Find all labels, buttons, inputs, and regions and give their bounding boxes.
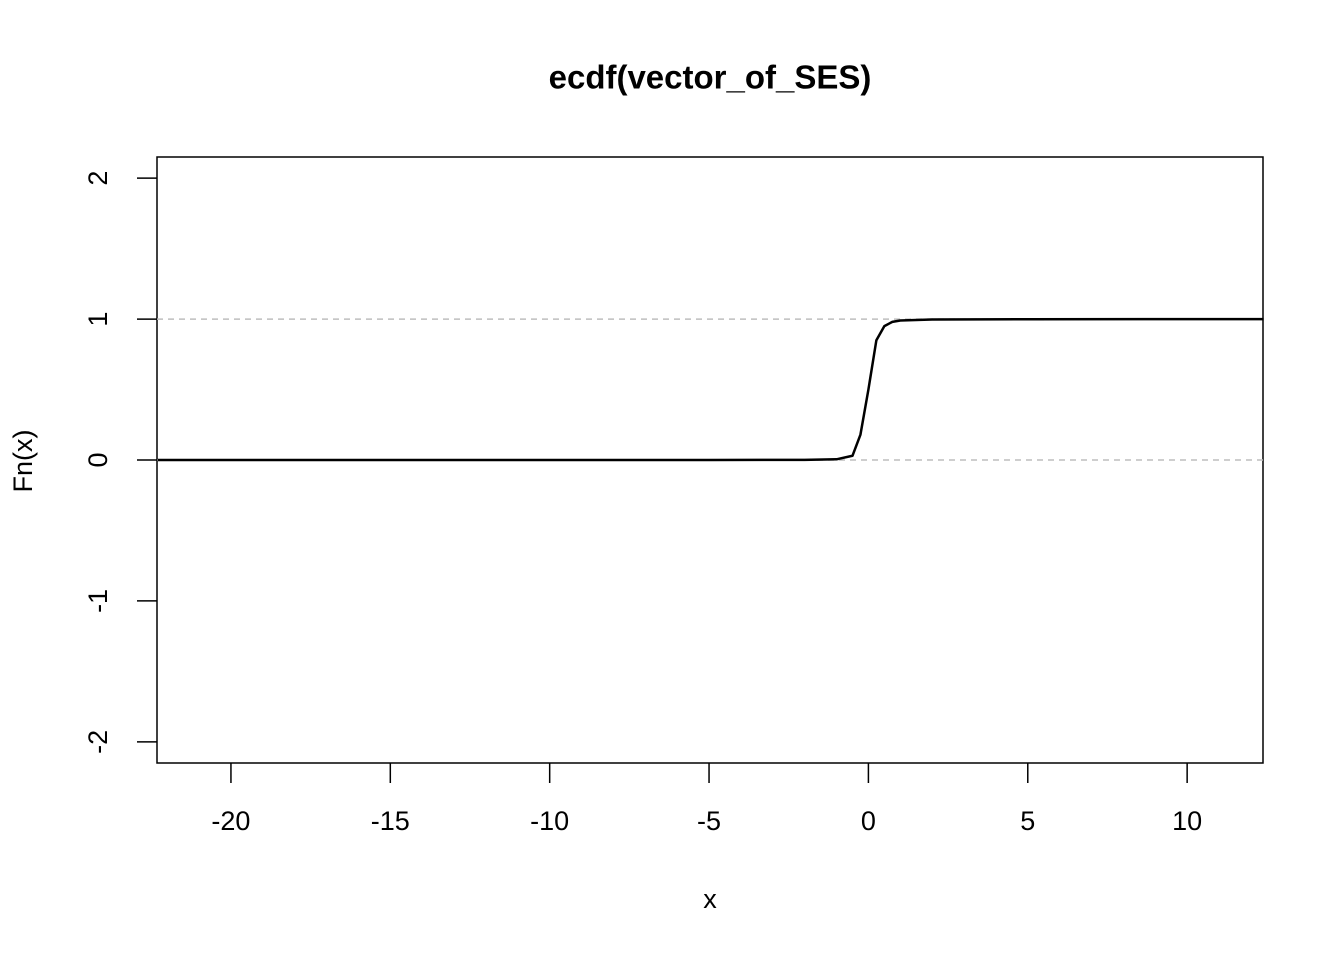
x-tick-label: 5 [1020, 806, 1035, 836]
x-tick-label: 10 [1172, 806, 1202, 836]
x-axis-label: x [703, 884, 717, 914]
x-tick-label: 0 [861, 806, 876, 836]
y-tick-label: -2 [83, 730, 113, 754]
chart-title: ecdf(vector_of_SES) [549, 59, 872, 96]
y-tick-label: 2 [83, 171, 113, 186]
y-axis-label: Fn(x) [8, 430, 38, 493]
x-tick-label: -10 [530, 806, 569, 836]
y-tick-label: 0 [83, 452, 113, 467]
y-tick-label: 1 [83, 312, 113, 327]
ecdf-line [157, 317, 1264, 462]
x-tick-label: -15 [371, 806, 410, 836]
x-tick-label: -5 [697, 806, 721, 836]
y-tick-label: -1 [83, 589, 113, 613]
x-tick-label: -20 [211, 806, 250, 836]
